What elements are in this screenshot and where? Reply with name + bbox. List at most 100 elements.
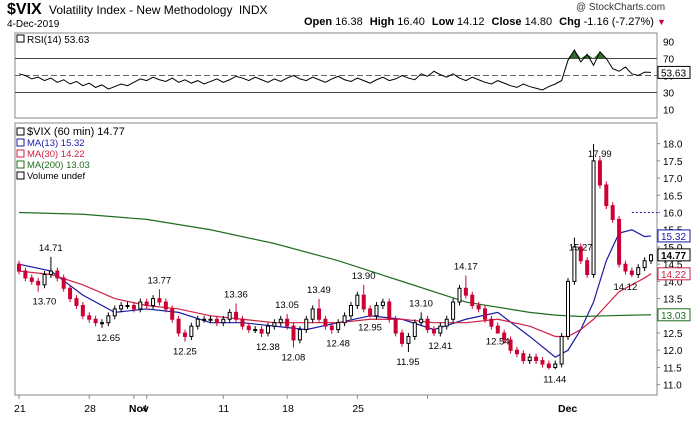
candle-body [636,267,641,275]
price-tick-label: 11.0 [663,381,682,392]
candle [368,305,373,318]
candle-body [119,304,124,310]
price-annotation: 17.99 [588,149,612,160]
candle-body [553,363,558,368]
candle [61,274,66,292]
candle [457,284,462,306]
price-legend-swatch [16,138,25,147]
price-tick-label: 11.5 [663,363,682,374]
candle-body [323,318,328,327]
candle-body [419,318,424,324]
x-tick-label: Dec [558,403,577,415]
price-annotation: 14.71 [39,243,63,254]
price-annotation: 13.05 [275,300,299,311]
candle [508,336,513,354]
candle-body [342,315,347,324]
candle [125,302,130,309]
candle-body [227,311,232,320]
candle [297,326,302,344]
chart-date: 4-Dec-2019 [7,19,60,30]
candle [559,333,564,368]
rsi-legend-swatch [16,34,25,43]
candle [553,360,558,370]
candle-body [317,308,322,320]
candle-body [285,318,290,327]
price-annotation: 12.25 [173,347,197,358]
candle [17,260,21,275]
candle-body [253,329,258,332]
candle [48,256,53,278]
candle-body [502,332,507,341]
candle [87,312,92,323]
x-tick-label: 21 [14,403,26,415]
candle [144,298,149,309]
price-right-tag [657,229,691,243]
candle [617,215,622,268]
candle [131,302,136,313]
close-label: Close [491,16,522,28]
candle [240,315,245,330]
candle [578,243,583,265]
candle [246,322,251,334]
price-frame [14,122,658,396]
candle [253,326,258,334]
price-right-tag-label: 14.22 [661,270,686,281]
price-legend-entry: Volume undef [27,171,85,182]
candle-body [131,304,136,310]
candle-body [202,318,207,321]
price-annotation: 12.48 [326,339,350,350]
candle [470,291,475,309]
candle-body [508,339,513,351]
price-annotation: 14.12 [613,282,637,293]
candle [431,326,436,337]
candle-body [297,329,302,341]
price-annotation: 14.17 [454,262,478,273]
candle-body [246,325,251,331]
candle [483,305,488,323]
open-label: Open [304,16,333,28]
candle-body [623,263,628,272]
candle-body [68,287,73,300]
candle-body [572,246,577,282]
price-legend-entry: MA(200) 13.03 [27,160,90,171]
price-annotation: 13.77 [147,275,171,286]
price-annotation: 12.08 [282,352,306,363]
price-tick-label: 17.0 [663,174,683,185]
candle [400,329,405,347]
candle-body [272,322,277,327]
candle [202,315,207,323]
rsi-tick-label: 10 [663,106,675,117]
rsi-tick-label: 90 [663,38,675,49]
candle [291,322,296,348]
candle [80,302,85,320]
candle-body [451,301,456,320]
candle-body [138,301,143,310]
candle [463,275,468,299]
price-right-tag-label: 15.32 [661,232,686,243]
price-right-tag-label: 13.03 [661,311,686,322]
candle-body [617,218,622,265]
candle [380,298,385,309]
price-tick-label: 12.5 [663,329,683,340]
candle [163,298,168,313]
candle [629,267,634,278]
price-annotation: 13.90 [352,271,376,282]
low-value: 14.12 [456,16,485,28]
x-tick-label: 18 [282,403,294,415]
ma-line-ma13 [18,229,652,358]
price-legend-swatch [16,149,25,158]
candle-body [495,325,500,334]
candle-body [629,270,634,275]
high-value: 16.40 [397,16,425,28]
candle [451,298,456,323]
candle-body [489,318,494,327]
candle-body [17,263,21,272]
candle-body [189,325,194,337]
price-right-tag [657,308,691,322]
candle [55,267,60,282]
candle-body [400,332,405,344]
candle [495,322,500,334]
candle [74,295,79,309]
candle-body [374,304,379,317]
